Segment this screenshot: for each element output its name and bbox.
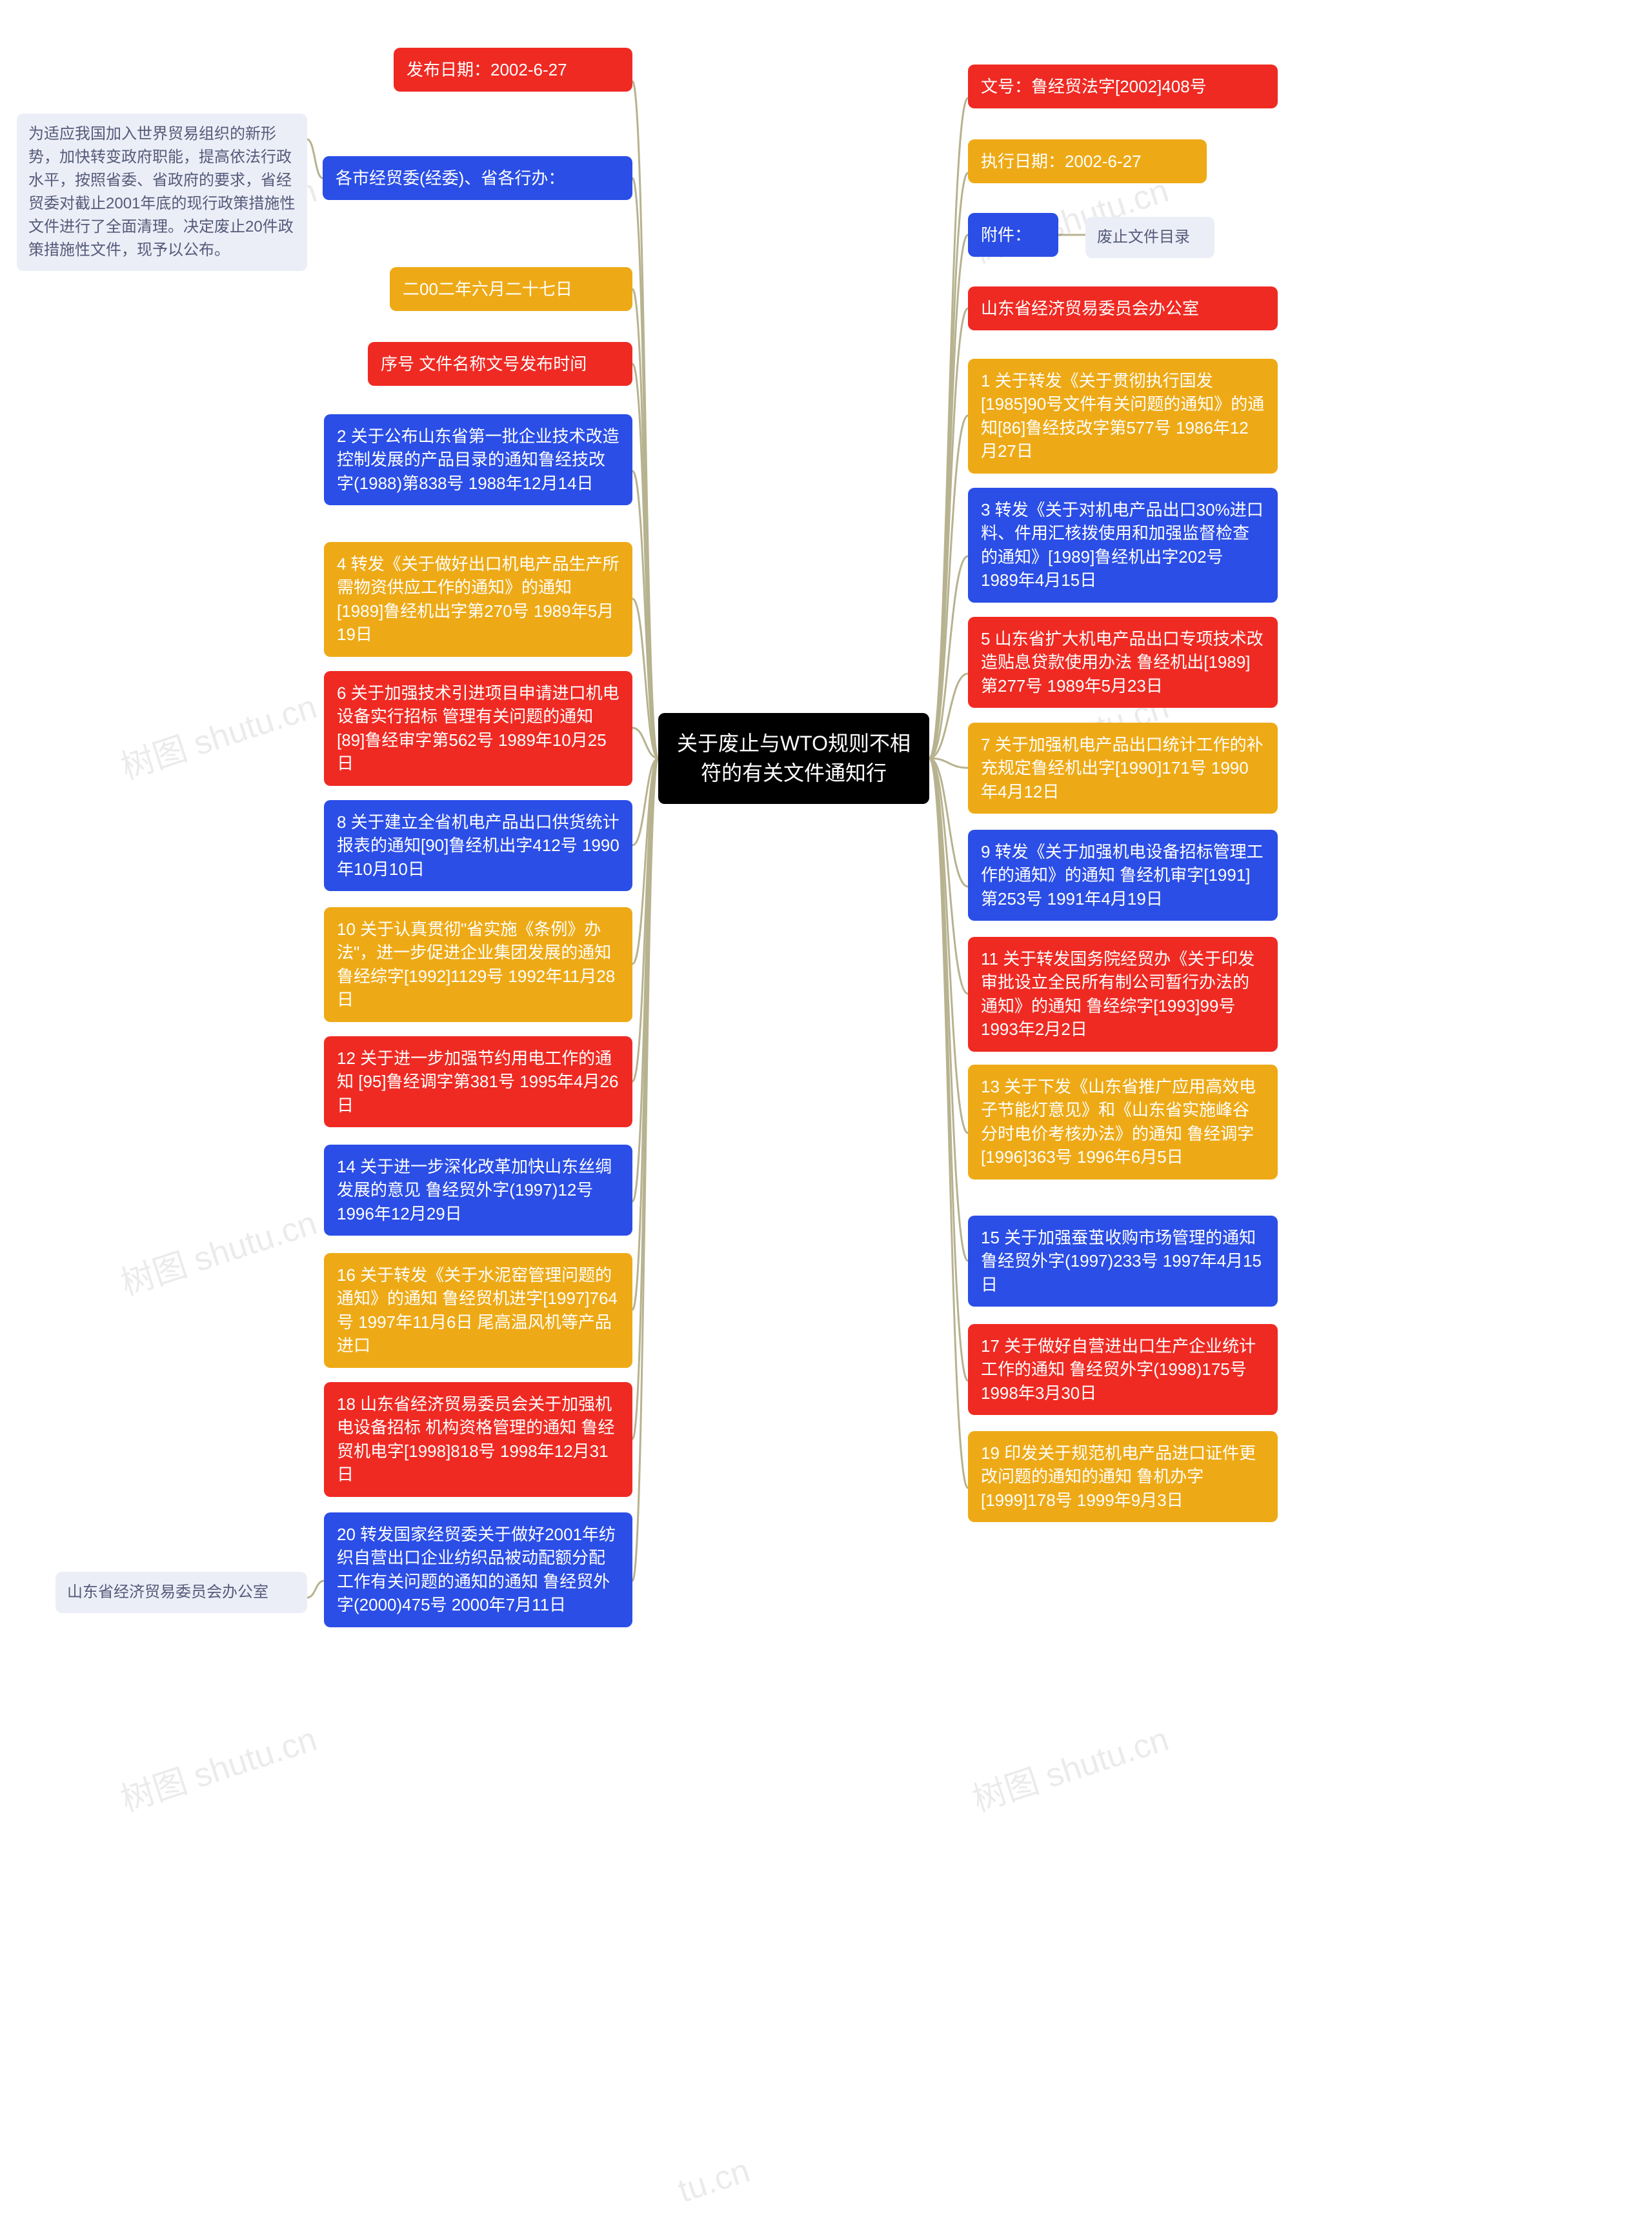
left-node-10: 14 关于进一步深化改革加快山东丝绸发展的意见 鲁经贸外字(1997)12号 1… (324, 1145, 632, 1236)
right-node-7: 7 关于加强机电产品出口统计工作的补充规定鲁经机出字[1990]171号 199… (968, 723, 1278, 814)
left-node-1: 各市经贸委(经委)、省各行办： (323, 156, 632, 200)
center-node: 关于废止与WTO规则不相符的有关文件通知行 (658, 713, 929, 804)
right-node-2: 附件： (968, 213, 1058, 257)
left-node-8: 10 关于认真贯彻"省实施《条例》办法"，进一步促进企业集团发展的通知 鲁经综字… (324, 907, 632, 1022)
left-node-11: 16 关于转发《关于水泥窑管理问题的通知》的通知 鲁经贸机进字[1997]764… (324, 1253, 632, 1368)
left-node-4: 2 关于公布山东省第一批企业技术改造控制发展的产品目录的通知鲁经技改字(1988… (324, 414, 632, 505)
left-node-7: 8 关于建立全省机电产品出口供货统计报表的通知[90]鲁经机出字412号 199… (324, 800, 632, 891)
left-node-6: 6 关于加强技术引进项目申请进口机电设备实行招标 管理有关问题的通知 [89]鲁… (324, 671, 632, 786)
left-node-0: 发布日期：2002-6-27 (394, 48, 632, 92)
right-node-12: 17 关于做好自营进出口生产企业统计工作的通知 鲁经贸外字(1998)175号 … (968, 1324, 1278, 1415)
left-node-12: 18 山东省经济贸易委员会关于加强机电设备招标 机构资格管理的通知 鲁经贸机电字… (324, 1382, 632, 1497)
right-node-3: 山东省经济贸易委员会办公室 (968, 286, 1278, 330)
right-leaf-2: 废止文件目录 (1085, 217, 1214, 258)
watermark: 树图 shutu.cn (965, 1712, 1174, 1821)
right-node-8: 9 转发《关于加强机电设备招标管理工作的通知》的通知 鲁经机审字[1991]第2… (968, 830, 1278, 921)
watermark: tu.cn (673, 2151, 754, 2211)
watermark: 树图 shutu.cn (114, 1196, 322, 1305)
watermark: 树图 shutu.cn (114, 1712, 322, 1821)
right-node-11: 15 关于加强蚕茧收购市场管理的通知 鲁经贸外字(1997)233号 1997年… (968, 1216, 1278, 1307)
left-leaf-13: 山东省经济贸易委员会办公室 (55, 1572, 307, 1613)
right-node-10: 13 关于下发《山东省推广应用高效电子节能灯意见》和《山东省实施峰谷分时电价考核… (968, 1065, 1278, 1179)
right-node-4: 1 关于转发《关于贯彻执行国发[1985]90号文件有关问题的通知》的通知[86… (968, 359, 1278, 474)
right-node-6: 5 山东省扩大机电产品出口专项技术改造贴息贷款使用办法 鲁经机出[1989]第2… (968, 617, 1278, 708)
right-node-0: 文号：鲁经贸法字[2002]408号 (968, 65, 1278, 108)
left-node-13: 20 转发国家经贸委关于做好2001年纺织自营出口企业纺织品被动配额分配工作有关… (324, 1512, 632, 1627)
right-node-5: 3 转发《关于对机电产品出口30%进口料、件用汇核拨使用和加强监督检查的通知》[… (968, 488, 1278, 603)
left-node-5: 4 转发《关于做好出口机电产品生产所需物资供应工作的通知》的通知 [1989]鲁… (324, 542, 632, 657)
right-node-1: 执行日期：2002-6-27 (968, 139, 1207, 183)
left-node-2: 二00二年六月二十七日 (390, 267, 632, 311)
left-node-9: 12 关于进一步加强节约用电工作的通知 [95]鲁经调字第381号 1995年4… (324, 1036, 632, 1127)
watermark: 树图 shutu.cn (114, 679, 322, 788)
left-node-3: 序号 文件名称文号发布时间 (368, 342, 632, 386)
connector-layer (0, 0, 1652, 2228)
right-node-9: 11 关于转发国务院经贸办《关于印发审批设立全民所有制公司暂行办法的通知》的通知… (968, 937, 1278, 1052)
right-node-13: 19 印发关于规范机电产品进口证件更改问题的通知的通知 鲁机办字[1999]17… (968, 1431, 1278, 1522)
left-leaf-1: 为适应我国加入世界贸易组织的新形势，加快转变政府职能，提高依法行政水平，按照省委… (17, 114, 307, 271)
